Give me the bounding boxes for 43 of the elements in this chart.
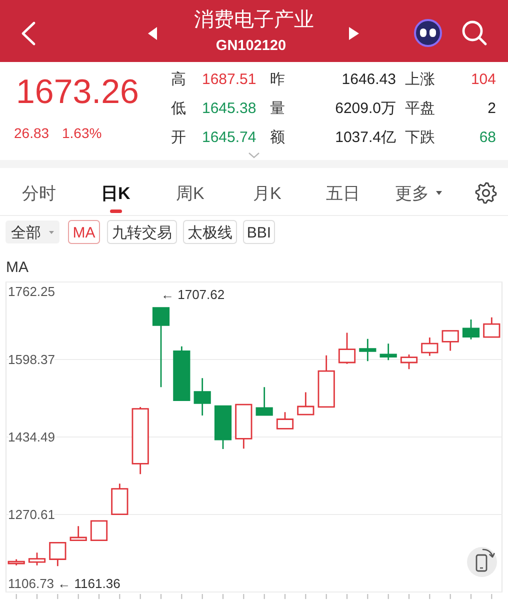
text: MA bbox=[6, 259, 28, 276]
y-tick-label: 1762.25 bbox=[8, 284, 55, 299]
text: 五日 bbox=[326, 184, 360, 203]
chart-title: 消费电子产业 bbox=[194, 9, 314, 31]
text: 2 bbox=[488, 100, 496, 117]
text: 周K bbox=[176, 184, 205, 203]
text: 1645.74 bbox=[202, 129, 256, 146]
text: 1687.51 bbox=[202, 71, 256, 88]
text: 6209.0万 bbox=[335, 100, 396, 117]
text: 月K bbox=[253, 184, 282, 203]
text: 低 bbox=[171, 100, 186, 117]
text: 全部 bbox=[11, 224, 41, 242]
text: 分时 bbox=[22, 184, 56, 203]
chart-subtitle: GN102120 bbox=[216, 38, 286, 54]
text: 平盘 bbox=[405, 100, 435, 117]
text: 下跌 bbox=[405, 129, 435, 146]
text: MA bbox=[72, 224, 96, 242]
text: 1673.26 bbox=[16, 73, 139, 111]
y-tick-label: 1598.37 bbox=[8, 352, 55, 367]
text: 104 bbox=[470, 71, 496, 88]
text: 九转交易 bbox=[112, 224, 172, 242]
text: 日K bbox=[101, 184, 131, 203]
annotation: ← 1707.62 bbox=[161, 286, 225, 302]
y-tick-label: 1106.73 bbox=[8, 576, 54, 591]
text: 1.63% bbox=[62, 125, 102, 141]
annotation: ← 1161.36 bbox=[58, 576, 120, 592]
text: 1645.38 bbox=[202, 100, 256, 117]
text: 1037.4亿 bbox=[335, 129, 396, 146]
text: 1646.43 bbox=[342, 71, 396, 88]
y-tick-label: 1270.61 bbox=[8, 507, 55, 522]
text: 额 bbox=[270, 129, 285, 146]
y-tick-label: 1434.49 bbox=[8, 430, 55, 444]
text: 高 bbox=[171, 71, 186, 88]
text: 昨 bbox=[270, 71, 285, 88]
plot: 1106.73 1270.61 1434.49 1598.37 1762.25 ← 1707.62 ← 1161.36 bbox=[6, 282, 502, 600]
text: 上涨 bbox=[405, 71, 435, 88]
text: BBI bbox=[246, 224, 272, 242]
text: 量 bbox=[270, 100, 285, 117]
text: 68 bbox=[479, 129, 496, 146]
text: 更多 bbox=[395, 184, 429, 203]
text: 开 bbox=[171, 129, 186, 146]
text: 太极线 bbox=[188, 224, 232, 242]
text: 26.83 bbox=[14, 125, 50, 141]
